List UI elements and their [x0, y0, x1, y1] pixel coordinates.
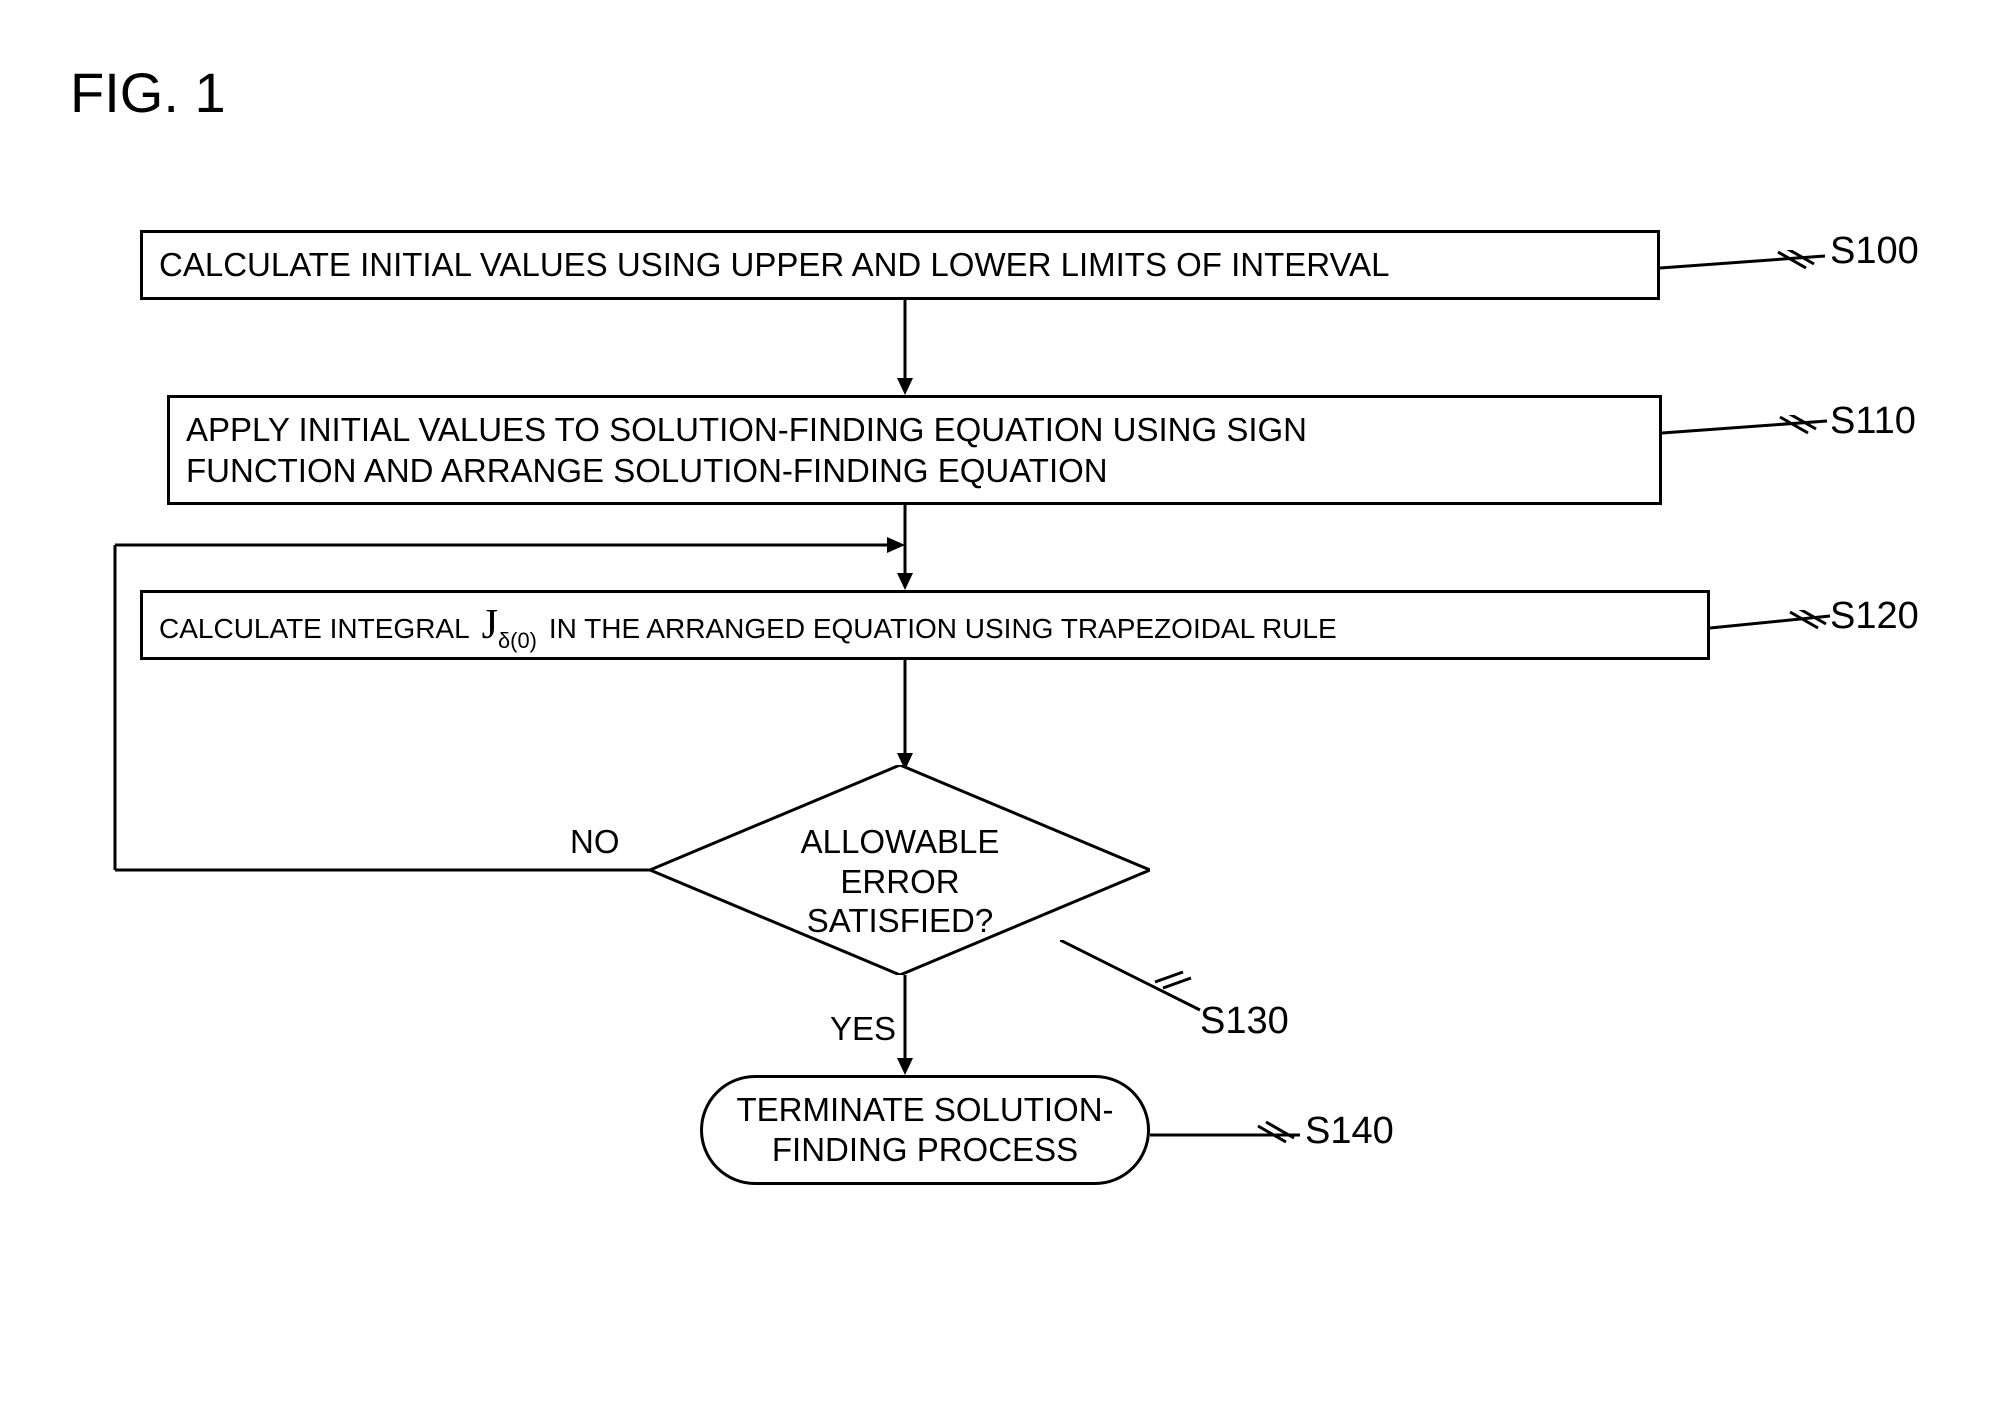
- step-s110-text: APPLY INITIAL VALUES TO SOLUTION-FINDING…: [186, 409, 1307, 492]
- terminator-s140-label: S140: [1305, 1110, 1394, 1153]
- step-s100-label: S100: [1830, 230, 1919, 273]
- decision-s130-label: S130: [1200, 1000, 1289, 1043]
- yes-label: YES: [830, 1010, 896, 1048]
- no-loop-path: [100, 510, 920, 890]
- step-s110-text-a: APPLY INITIAL VALUES TO SOLUTION-FINDING…: [186, 411, 1307, 448]
- step-s100-box: CALCULATE INITIAL VALUES USING UPPER AND…: [140, 230, 1660, 300]
- terminator-s140: TERMINATE SOLUTION- FINDING PROCESS: [700, 1075, 1150, 1185]
- step-s110-text-b: FUNCTION AND ARRANGE SOLUTION-FINDING EQ…: [186, 452, 1108, 489]
- yes-arrow: [895, 975, 915, 1080]
- terminator-s140-text-b: FINDING PROCESS: [772, 1131, 1078, 1168]
- terminator-s140-text: TERMINATE SOLUTION- FINDING PROCESS: [736, 1090, 1113, 1169]
- leader-s130: [1060, 940, 1210, 1020]
- step-s100-text: CALCULATE INITIAL VALUES USING UPPER AND…: [159, 246, 1389, 284]
- step-s110-label: S110: [1830, 400, 1916, 443]
- leader-s140: [1150, 1120, 1310, 1160]
- leader-s110: [1662, 415, 1832, 455]
- arrow-s100-s110: [895, 300, 915, 400]
- leader-s120: [1710, 610, 1840, 650]
- figure-title: FIG. 1: [70, 60, 226, 125]
- terminator-s140-text-a: TERMINATE SOLUTION-: [736, 1091, 1113, 1128]
- step-s120-label: S120: [1830, 595, 1919, 638]
- step-s110-box: APPLY INITIAL VALUES TO SOLUTION-FINDING…: [167, 395, 1662, 505]
- leader-s100: [1660, 250, 1830, 290]
- no-label: NO: [570, 823, 620, 861]
